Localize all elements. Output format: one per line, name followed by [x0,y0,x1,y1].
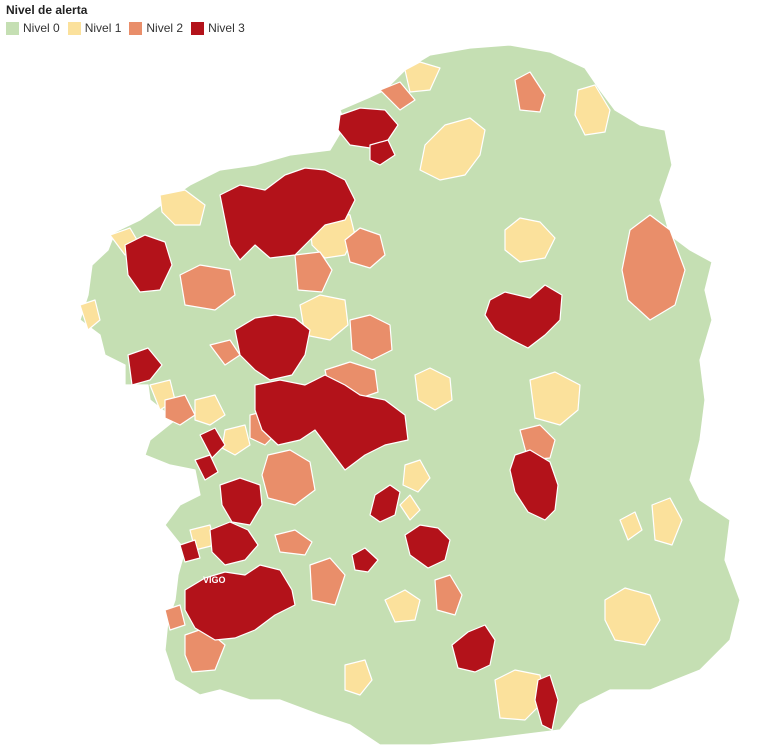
legend-item-nivel-2[interactable]: Nivel 2 [129,21,183,35]
region-nivel1-coast-d [194,394,226,426]
region-nivel1-finisterre [79,299,101,331]
region-nivel3-cangas [179,539,201,563]
region-nivel3-lugo [484,284,563,349]
region-nivel2-east-lugo [621,214,686,321]
region-nivel1-south-b [384,589,421,623]
region-nivel3-vigo [184,564,296,641]
region-nivel3-central-pontevedra [369,484,401,523]
region-nivel3-verin-east [534,674,559,731]
region-nivel3-peninsula-morrazo [209,521,259,566]
region-nivel3-carballo [124,234,173,293]
region-nivel2-south-b [434,574,463,616]
region-nivel1-ourense-south [604,587,661,646]
region-nivel3-arousa-b [194,454,219,481]
region-nivel1-viveiro [574,84,611,136]
region-nivel2-central-b [349,314,393,361]
legend-item-nivel-1[interactable]: Nivel 1 [67,21,122,35]
region-nivel3-ponteareas [404,524,451,569]
region-nivel1-pontevedra-a [402,459,431,493]
legend-swatch-nivel-3 [191,21,205,35]
region-nivel1-ourense-east-a [619,511,643,541]
region-nivel3-santiago [234,314,311,381]
region-nivel1-west-coast-a [159,189,206,226]
region-nivel3-pontevedra [219,477,263,526]
legend-items: Nivel 0 Nivel 1 Nivel 2 Nivel 3 [6,21,245,35]
region-nivel3-coast-muros [127,347,163,386]
legend-swatch-nivel-0 [6,21,19,35]
map-legend: Nivel de alerta Nivel 0 Nivel 1 Nivel 2 … [6,3,245,35]
region-nivel1-ortigueira [419,117,486,181]
region-nivel2-central-a [294,251,333,293]
region-nivel1-central-north [504,217,556,263]
city-label-vigo: VIGO [203,575,226,585]
region-nivel2-coast-a [164,394,196,426]
region-nivel2-north-coast [379,81,416,111]
region-nivel2-central-e [261,449,316,506]
region-nivel3-south-santiago [254,374,409,471]
region-nivel1-santiago-east [414,367,453,411]
legend-title: Nivel de alerta [6,3,88,17]
region-nivel2-coast-b [164,604,186,631]
legend-item-nivel-3[interactable]: Nivel 3 [191,21,245,35]
region-nivel3-coruna-area [219,167,356,261]
region-nivel3-central-south [351,547,379,573]
region-nivel2-burela [514,71,546,113]
region-nivel1-lugo-south [529,371,581,426]
region-nivel3-arousa-a [199,427,226,459]
region-nivel1-pontevedra-b [399,494,421,521]
legend-swatch-nivel-2 [129,21,143,35]
legend-label-nivel-1: Nivel 1 [84,21,122,35]
region-nivel2-coruna-b [344,227,386,269]
legend-swatch-nivel-1 [67,21,81,35]
region-nivel3-ourense-south [451,624,496,673]
region-nivel3-ares [369,139,396,166]
region-nivel1-ourense-east-b [651,497,683,546]
region-nivel2-west-a [179,264,236,311]
legend-label-nivel-2: Nivel 2 [146,21,184,35]
region-nivel2-vigo-east [274,529,313,556]
legend-item-nivel-0[interactable]: Nivel 0 [6,21,60,35]
region-nivel3-lalin-south [509,449,559,521]
legend-label-nivel-0: Nivel 0 [23,21,60,35]
region-nivel1-south-a [344,659,373,696]
region-nivel1-north-a [404,61,441,93]
region-nivel2-south-a [309,557,346,606]
legend-label-nivel-3: Nivel 3 [208,21,245,35]
